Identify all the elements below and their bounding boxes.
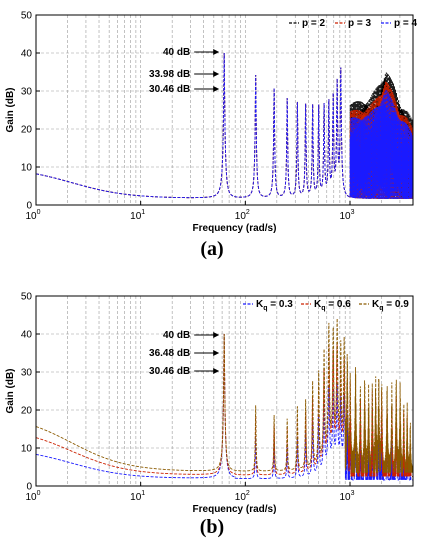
chart-a-grid [36, 15, 414, 205]
chart-a-ylabel: Gain (dB) [5, 88, 16, 133]
chart-b-ytick-label: 10 [21, 444, 33, 455]
chart-b-annotation-label: 30.46 dB [149, 366, 190, 377]
chart-a-legend-label: p = 2 [302, 18, 326, 29]
chart-b-annotation-label: 36.48 dB [149, 348, 190, 359]
chart-b-annotation-arrowhead [213, 368, 220, 374]
chart-a-ytick-label: 50 [21, 11, 33, 22]
chart-a-frame [35, 14, 414, 206]
chart-a-ytick-label: 20 [21, 125, 33, 136]
chart-a-xtick-label: 103 [339, 209, 354, 222]
chart-a-annotation-arrowhead [213, 71, 220, 77]
chart-b-xtick-label: 101 [130, 490, 145, 503]
chart-b: 0 10 20 30 40 50 100 101 102 103 Frequency (rad/s)… [5, 292, 414, 538]
chart-a-ytick-label: 10 [21, 163, 33, 174]
chart-b-ytick-label: 30 [21, 368, 33, 379]
chart-b-xtick-label: 100 [25, 490, 40, 503]
chart-b-annotation-label: 40 dB [163, 330, 190, 341]
chart-a-ytick-label: 0 [26, 201, 32, 212]
chart-a-ytick-label: 30 [21, 87, 33, 98]
chart-a-legend-label: p = 3 [348, 18, 372, 29]
chart-a-annotation-label: 30.46 dB [149, 84, 190, 95]
chart-a-panel-label: (a) [200, 238, 223, 260]
chart-a-series-3 [36, 53, 413, 199]
chart-b-series-3 [36, 318, 413, 473]
chart-b-ylabel: Gain (dB) [5, 369, 16, 414]
chart-a-xtick-label: 100 [25, 209, 40, 222]
chart-b-frame [35, 295, 414, 487]
chart-b-xlabel: Frequency (rad/s) [193, 504, 277, 515]
chart-a-annotation-arrowhead [213, 49, 220, 55]
chart-a-legend-label: p = 4 [394, 18, 418, 29]
chart-a-annotation-label: 40 dB [163, 47, 190, 58]
chart-a: 0 10 20 30 40 50 100 101 102 103 Frequency (rad/s)… [5, 11, 418, 261]
chart-b-annotation-arrowhead [213, 350, 220, 356]
chart-b-ytick-label: 20 [21, 406, 33, 417]
chart-b-xtick-label: 103 [339, 490, 354, 503]
chart-b-annotation-arrowhead [213, 332, 220, 338]
chart-a-xlabel: Frequency (rad/s) [193, 223, 277, 234]
chart-b-xtick-label: 102 [235, 490, 250, 503]
chart-b-legend-label: Kq = 0.9 [372, 299, 409, 312]
chart-a-xtick-label: 102 [235, 209, 250, 222]
chart-b-legend-label: Kq = 0.6 [314, 299, 351, 312]
chart-a-annotation-arrowhead [213, 86, 220, 92]
chart-b-legend-label: Kq = 0.3 [256, 299, 293, 312]
chart-b-ytick-label: 0 [26, 482, 32, 493]
chart-a-xtick-label: 101 [130, 209, 145, 222]
chart-b-ytick-label: 40 [21, 330, 33, 341]
chart-a-ytick-label: 40 [21, 49, 33, 60]
chart-a-annotation-label: 33.98 dB [149, 69, 190, 80]
chart-b-plot [36, 318, 413, 482]
chart-a-plot [36, 53, 413, 200]
chart-b-grid [36, 296, 414, 486]
chart-b-panel-label: (b) [200, 516, 224, 538]
chart-b-ytick-label: 50 [21, 292, 33, 303]
